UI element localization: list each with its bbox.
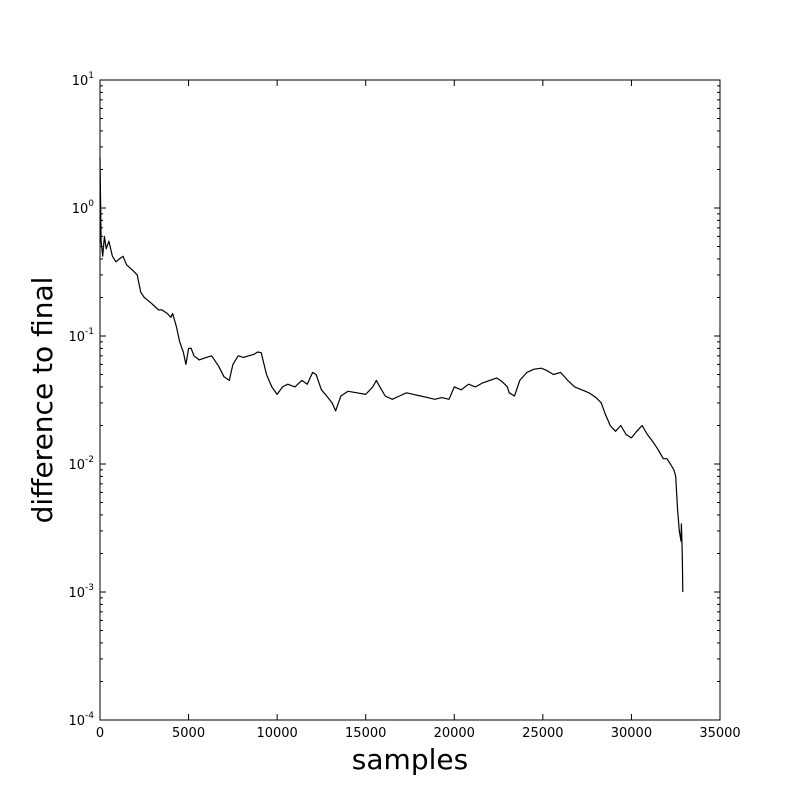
plot-frame <box>99 79 721 721</box>
y-axis-label: difference to final <box>26 277 59 524</box>
x-tick-label: 35000 <box>699 726 740 741</box>
x-axis-label: samples <box>352 743 468 776</box>
x-tick-label: 10000 <box>256 726 297 741</box>
tick-layer: 0 5000 10000 15000 20000 25000 30000 35000 101 10… <box>68 71 740 741</box>
y-tick-label: 100 <box>72 199 95 217</box>
y-tick-label: 10-1 <box>68 327 94 345</box>
y-tick-label: 10-4 <box>68 711 94 729</box>
y-tick-label: 10-2 <box>68 455 94 473</box>
series-line <box>99 157 684 593</box>
x-tick-label: 5000 <box>172 726 205 741</box>
y-tick-label: 101 <box>72 71 94 89</box>
x-tick-label: 30000 <box>611 726 652 741</box>
x-tick-label: 15000 <box>345 726 386 741</box>
y-tick-label: 10-3 <box>68 583 94 601</box>
series-layer <box>99 157 684 593</box>
x-tick-label: 25000 <box>522 726 563 741</box>
x-tick-label: 0 <box>96 726 104 741</box>
x-tick-label: 20000 <box>434 726 475 741</box>
